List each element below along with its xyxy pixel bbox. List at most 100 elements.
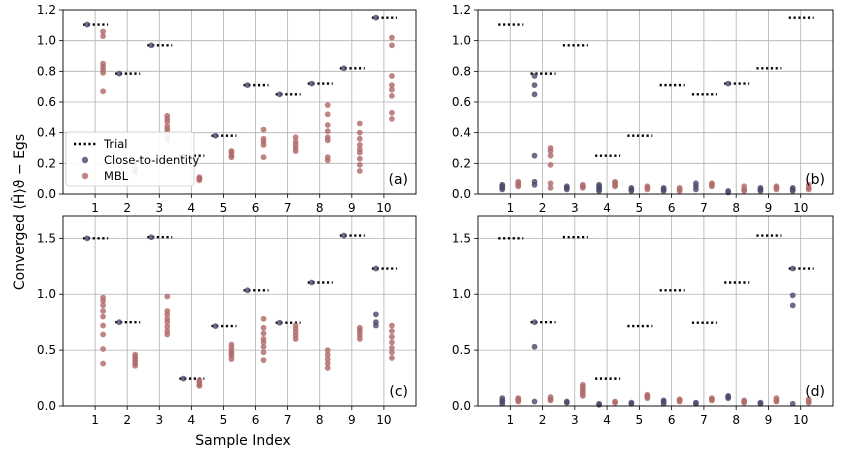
point-close-to-identity <box>148 234 155 241</box>
axes-frame <box>62 215 417 407</box>
point-mbl <box>389 115 395 122</box>
point-mbl <box>612 399 618 406</box>
point-mbl <box>389 349 395 356</box>
point-mbl <box>292 134 299 141</box>
point-mbl <box>100 88 106 95</box>
point-mbl <box>356 336 363 342</box>
x-tick-label: 10 <box>793 413 808 427</box>
point-mbl <box>676 398 683 405</box>
point-mbl <box>164 331 171 338</box>
point-close-to-identity <box>116 70 123 77</box>
point-mbl <box>356 168 363 174</box>
point-mbl <box>389 42 395 49</box>
y-tick-label: 0.0 <box>37 187 56 201</box>
point-close-to-identity <box>531 398 538 405</box>
x-tick-label: 7 <box>700 201 708 215</box>
panels-group: 0.00.20.40.60.81.01.21 2 3 4 5 6 7 8 9 10(a)0.00.… <box>37 3 834 427</box>
point-mbl <box>324 157 331 164</box>
point-close-to-identity <box>628 188 635 194</box>
point-close-to-identity <box>84 21 90 28</box>
point-mbl <box>805 186 812 193</box>
y-tick-label: 1.2 <box>452 3 471 17</box>
point-mbl <box>260 324 267 331</box>
x-tick-label: 10 <box>793 201 808 215</box>
point-mbl <box>356 120 363 127</box>
point-mbl <box>644 395 651 402</box>
x-tick-label: 4 <box>603 201 611 215</box>
x-tick-label: 2 <box>539 201 547 215</box>
point-mbl <box>100 346 106 352</box>
point-mbl <box>100 360 106 367</box>
point-mbl <box>228 356 235 362</box>
point-mbl <box>100 298 106 304</box>
point-close-to-identity <box>693 186 699 193</box>
x-tick-label: 9 <box>348 413 356 427</box>
point-close-to-identity <box>373 14 379 21</box>
x-tick-label: 3 <box>155 413 163 427</box>
point-mbl <box>260 315 267 322</box>
point-mbl <box>260 357 267 364</box>
point-close-to-identity <box>244 287 251 294</box>
panel-label: (a) <box>388 172 408 188</box>
point-mbl <box>644 186 651 193</box>
point-close-to-identity <box>531 91 538 98</box>
panel-b: 0.0 0.2 0.4 0.6 0.8 1.0 1.2 1 2 3 4 5 6 7 8 9 10 (b) <box>452 3 834 215</box>
x-tick-label: 6 <box>252 413 260 427</box>
point-close-to-identity <box>789 188 796 194</box>
point-mbl <box>292 336 299 342</box>
point-mbl <box>773 186 780 193</box>
point-close-to-identity <box>276 319 283 326</box>
x-tick-label: 7 <box>700 413 708 427</box>
point-close-to-identity <box>531 181 538 188</box>
x-tick-label: 1 <box>506 201 514 215</box>
y-axis-label: Converged ⟨Ĥ⟩ϑ − Egs <box>10 134 28 290</box>
point-close-to-identity <box>628 400 635 407</box>
point-close-to-identity <box>660 188 667 194</box>
point-close-to-identity <box>212 323 219 329</box>
point-mbl <box>260 349 267 356</box>
y-tick-label: 1.0 <box>37 34 56 48</box>
x-tick-label: 5 <box>636 201 644 215</box>
point-close-to-identity <box>84 235 90 242</box>
legend: Trial Close-to-identity MBL <box>65 131 199 187</box>
point-mbl <box>228 154 235 161</box>
point-mbl <box>579 184 586 191</box>
point-close-to-identity <box>340 65 347 72</box>
point-mbl <box>389 355 395 361</box>
point-close-to-identity <box>531 319 538 326</box>
point-close-to-identity <box>596 188 602 194</box>
point-mbl <box>324 128 331 135</box>
axes-frame <box>477 9 834 195</box>
legend-cti-marker <box>81 156 89 164</box>
x-tick-label: 2 <box>123 201 131 215</box>
point-mbl <box>100 302 106 309</box>
point-mbl <box>356 155 363 162</box>
x-tick-label: 2 <box>123 413 131 427</box>
point-close-to-identity <box>563 186 570 193</box>
y-tick-label: 0.4 <box>452 126 471 140</box>
point-close-to-identity <box>148 42 155 49</box>
point-close-to-identity <box>116 319 123 326</box>
x-axis-label: Sample Index <box>195 433 290 449</box>
point-close-to-identity <box>308 80 315 87</box>
point-mbl <box>547 180 554 187</box>
point-mbl <box>389 344 395 351</box>
point-mbl <box>100 313 106 320</box>
point-mbl <box>260 330 267 337</box>
point-mbl <box>773 398 780 405</box>
point-mbl <box>805 399 812 406</box>
point-close-to-identity <box>693 400 699 407</box>
y-tick-label: 1.5 <box>37 231 56 245</box>
point-mbl <box>389 322 395 329</box>
legend-trial-label: Trial <box>103 137 128 151</box>
point-mbl <box>100 69 106 76</box>
point-close-to-identity <box>725 189 732 196</box>
y-tick-label: 0.8 <box>37 64 56 78</box>
point-mbl <box>324 360 331 367</box>
point-close-to-identity <box>531 73 538 79</box>
y-tick-label: 1.0 <box>37 287 56 301</box>
point-mbl <box>547 397 554 404</box>
axes-frame <box>62 9 417 195</box>
y-tick-label: 0.0 <box>452 399 471 413</box>
x-tick-label: 1 <box>91 201 99 215</box>
